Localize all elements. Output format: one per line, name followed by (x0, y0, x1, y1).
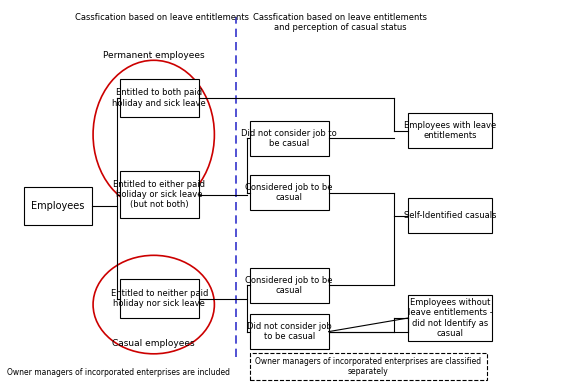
Bar (120, 79, 199, 117)
Bar (249, 175, 329, 210)
Text: Cassfication based on leave entitlements
and perception of casual status: Cassfication based on leave entitlements… (253, 13, 427, 32)
Text: Owner managers of incorporated enterprises are classified
separately: Owner managers of incorporated enterpris… (255, 357, 481, 376)
Bar (24, 187, 92, 225)
Text: Considered job to be
casual: Considered job to be casual (246, 183, 333, 202)
Text: Considered job to be
casual: Considered job to be casual (246, 275, 333, 295)
Text: Entitled to neither paid
holiday nor sick leave: Entitled to neither paid holiday nor sic… (111, 289, 208, 308)
Bar (120, 171, 199, 218)
Text: Entitled to both paid
holiday and sick leave: Entitled to both paid holiday and sick l… (112, 88, 206, 108)
Text: Self-Identified casuals: Self-Identified casuals (404, 211, 496, 220)
Text: Employees without
leave entitlements -
did not Identify as
casual: Employees without leave entitlements - d… (408, 298, 492, 338)
Bar (249, 353, 486, 380)
Bar (249, 121, 329, 156)
Text: Employees with leave
entitlements: Employees with leave entitlements (404, 121, 496, 140)
Text: Permanent employees: Permanent employees (103, 51, 205, 60)
Bar (408, 295, 492, 341)
Bar (249, 268, 329, 303)
Text: Did not consider job
to be casual: Did not consider job to be casual (247, 322, 332, 341)
Text: Owner managers of incorporated enterprises are included: Owner managers of incorporated enterpris… (7, 368, 230, 377)
Bar (408, 113, 492, 148)
Text: Cassfication based on leave entitlements: Cassfication based on leave entitlements (75, 13, 249, 22)
Bar (120, 279, 199, 318)
Text: Casual employees: Casual employees (112, 339, 195, 348)
Text: Employees: Employees (31, 201, 84, 211)
Text: Entitled to either paid
holiday or sick leave
(but not both): Entitled to either paid holiday or sick … (113, 180, 205, 209)
Bar (249, 314, 329, 349)
Bar (408, 198, 492, 233)
Text: Did not consider job to
be casual: Did not consider job to be casual (242, 129, 337, 148)
